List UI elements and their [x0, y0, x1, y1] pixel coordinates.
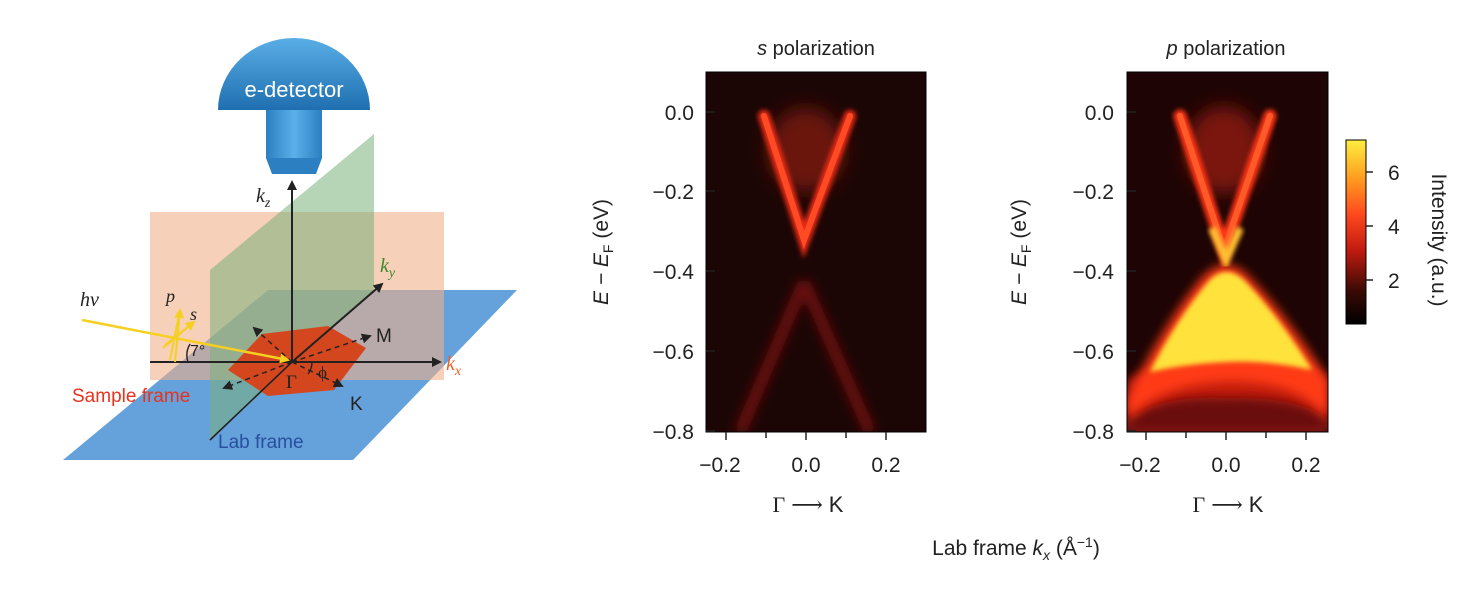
kz-label: kz	[256, 185, 271, 211]
panel-s-ytick: −0.8	[653, 421, 694, 444]
panel-p-xtick: 0.2	[1291, 454, 1320, 477]
panel-s-xtick: 0.2	[871, 454, 900, 477]
ky-label: ky	[380, 255, 396, 281]
colorbar-tick: 2	[1388, 270, 1400, 293]
panel-p-polarization: p polarization 0.0 −0.2 −0.4 −	[1008, 38, 1329, 517]
phi-label: ϕ	[318, 363, 327, 382]
detector-label: e-detector	[244, 77, 343, 102]
schematic: e-detector kz ky kx hν p s	[63, 38, 517, 460]
panel-p-ytick: −0.8	[1073, 421, 1114, 444]
panel-s-xtick: 0.0	[791, 454, 820, 477]
panel-p-yticks: 0.0 −0.2 −0.4 −0.6 −0.8	[1073, 102, 1136, 444]
ky-axis	[291, 282, 384, 363]
panel-s-ytick: −0.6	[653, 341, 694, 364]
panel-p-xlabel: Γ ⟶ K	[1193, 492, 1264, 517]
panel-s-heatmap	[706, 72, 926, 432]
p-pol-arrow-back	[169, 309, 181, 361]
panel-p-ytick: −0.2	[1073, 181, 1114, 204]
kx-label: kx	[446, 353, 462, 379]
panel-s-xticks: −0.2 0.0 0.2	[699, 432, 901, 477]
photon-label: hν	[80, 289, 99, 311]
panel-p-xticks: −0.2 0.0 0.2	[1119, 432, 1321, 477]
photon-beam	[81, 318, 290, 364]
gamma-M-line	[291, 333, 372, 363]
panel-p-xtick: 0.0	[1211, 454, 1240, 477]
panel-s-ytick: −0.4	[653, 261, 695, 284]
s-label: s	[190, 304, 197, 324]
panel-s-ylabel: E − EF (eV)	[590, 199, 616, 305]
colorbar-tick: 6	[1388, 162, 1400, 185]
panel-s-xtick: −0.2	[699, 454, 740, 477]
phi-arc	[307, 361, 313, 375]
panel-p-ytick: −0.6	[1073, 341, 1114, 364]
lab-frame-label: Lab frame	[218, 432, 304, 453]
panel-s-title: s polarization	[757, 38, 875, 60]
panel-s-xlabel: Γ ⟶ K	[773, 492, 844, 517]
sample-axis-back1	[222, 361, 293, 390]
ky-axis-back	[209, 361, 293, 441]
panel-s-yticks: 0.0 −0.2 −0.4 −0.6 −0.8	[653, 102, 715, 444]
angle-arc	[186, 343, 191, 363]
panel-p-ylabel: E − EF (eV)	[1008, 199, 1034, 305]
panel-p-heatmap	[1127, 72, 1328, 432]
angle-label: 7°	[190, 343, 205, 360]
panel-p-ytick: −0.4	[1073, 261, 1115, 284]
s-pol-arrow-back	[162, 321, 195, 349]
panel-s-ytick: 0.0	[665, 102, 694, 125]
colorbar-label: Intensity (a.u.)	[1427, 173, 1450, 306]
gamma-K-line	[291, 361, 344, 388]
sample-frame-label: Sample frame	[72, 386, 190, 407]
K-label: K	[350, 394, 363, 415]
panel-p-ytick: 0.0	[1085, 102, 1114, 125]
panel-s-ytick: −0.2	[653, 181, 694, 204]
shared-xlabel: Lab frame kx (Å−1)	[932, 534, 1100, 563]
e-detector: e-detector	[218, 38, 370, 174]
colorbar: 6 4 2 Intensity (a.u.)	[1345, 139, 1450, 325]
p-label: p	[164, 286, 175, 306]
gamma-label: Γ	[286, 372, 297, 393]
panel-p-xtick: −0.2	[1119, 454, 1160, 477]
M-label: M	[376, 326, 392, 347]
panel-p-title: p polarization	[1166, 38, 1286, 60]
colorbar-tick: 4	[1388, 216, 1400, 239]
panel-s-polarization: s polarization 0.0 −0.2 −0.4 −0.6 −0.8	[590, 38, 927, 517]
